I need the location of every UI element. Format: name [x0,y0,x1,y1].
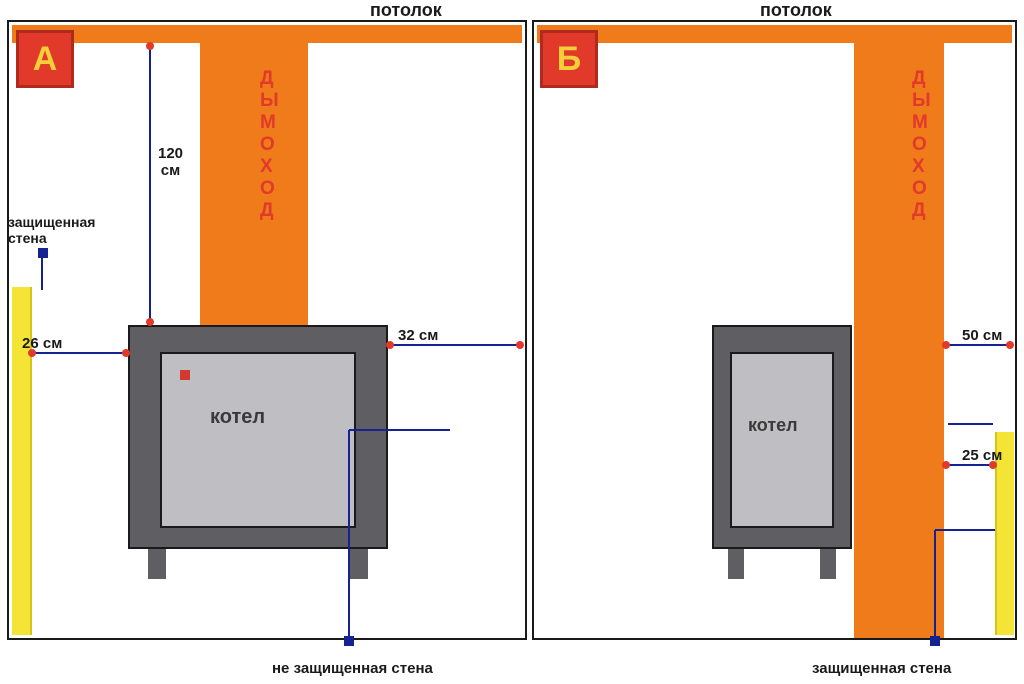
dim-50-label: 50 см [962,327,1002,344]
dim-26-line [32,352,126,354]
boiler-right-leg1 [728,549,744,579]
dim-120-dot-b [146,318,154,326]
pointer-cap-right-sq [930,636,940,646]
dim-32-label: 32 см [398,327,438,344]
dim-50-dot-l [942,341,950,349]
caption-protected-wall: защищенная стена [812,660,951,677]
boiler-right-leg2 [820,549,836,579]
dim-120-dot-t [146,42,154,50]
dim-120-label: 120см [158,146,183,179]
dim-26-dot-r [122,349,130,357]
dim-32-line [390,344,520,346]
pointer-cap-left-h [349,429,450,431]
ceiling-label-right: потолок [760,0,832,21]
boiler-left-indicator [180,370,190,380]
pointer-wall-left-sq [38,248,48,258]
caption-unprotected-wall: не защищенная стена [272,660,433,677]
boiler-label-right: котел [748,415,798,436]
boiler-right-panel [730,352,834,528]
chimney-label-right: ДЫМОХОД [912,68,935,222]
pointer-wall-left-v [41,256,43,290]
boiler-label-left: котел [210,406,265,429]
pointer-cap-right-v [934,530,936,636]
dim-32-dot-l [386,341,394,349]
chimney-left-top [192,25,316,43]
pointer-cap-left-v [348,430,350,636]
dim-25-dot-l [942,461,950,469]
ceiling-label-left: потолок [370,0,442,21]
dim-120-line [149,46,151,322]
ceiling-right [537,25,1012,43]
boiler-left-leg1 [148,549,166,579]
boiler-left-leg2 [350,549,368,579]
badge-a: А [16,30,74,88]
dim-32-dot-r [516,341,524,349]
dim-50-line [946,344,1010,346]
pointer-cap-right-h [935,529,995,531]
chimney-left [200,43,308,325]
dim-26-label: 26 см [22,335,62,352]
tick-right [948,423,993,425]
dim-25-label: 25 см [962,447,1002,464]
diagram-root: потолок потолок ДЫМОХОД ДЫМОХОД котел котел А Б… [0,0,1024,684]
badge-b: Б [540,30,598,88]
dim-50-dot-r [1006,341,1014,349]
dim-25-line [946,464,993,466]
protected-wall-label-left: защищеннаястена [8,214,95,246]
chimney-label-left: ДЫМОХОД [260,68,283,222]
pointer-cap-left-sq [344,636,354,646]
